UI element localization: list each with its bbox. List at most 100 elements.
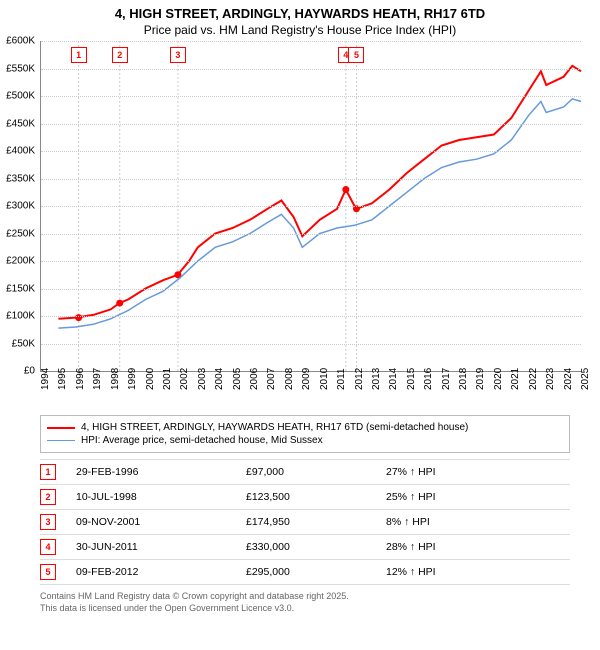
x-axis-label: 2018 [458,368,469,390]
x-axis-label: 2006 [249,368,260,390]
x-axis-label: 2022 [528,368,539,390]
callout-marker: 3 [170,47,186,63]
x-axis-label: 2012 [354,368,365,390]
row-date: 09-NOV-2001 [76,516,246,528]
callout-marker: 5 [348,47,364,63]
gridline [41,261,581,262]
x-axis-label: 2025 [580,368,591,390]
row-pct: 25% ↑ HPI [386,491,436,503]
row-date: 30-JUN-2011 [76,541,246,553]
series-line-price_paid [58,66,581,319]
gridline [41,179,581,180]
y-axis-label: £100K [0,311,35,322]
legend-swatch [47,440,75,441]
legend: 4, HIGH STREET, ARDINGLY, HAYWARDS HEATH… [40,415,570,453]
y-axis-label: £0 [0,366,35,377]
y-axis-label: £550K [0,63,35,74]
chart-subtitle: Price paid vs. HM Land Registry's House … [0,23,600,37]
table-row: 1 29-FEB-1996£97,00027% ↑ HPI [40,459,570,484]
row-marker: 3 [40,514,56,530]
gridline [41,289,581,290]
x-axis-label: 2024 [563,368,574,390]
row-price: £174,950 [246,516,386,528]
footer-line1: Contains HM Land Registry data © Crown c… [40,591,570,603]
x-axis-label: 2020 [493,368,504,390]
gridline [41,344,581,345]
x-axis-label: 2013 [371,368,382,390]
x-axis-label: 1998 [110,368,121,390]
legend-item: 4, HIGH STREET, ARDINGLY, HAYWARDS HEATH… [47,422,563,433]
y-axis-label: £50K [0,338,35,349]
sales-table: 1 29-FEB-1996£97,00027% ↑ HPI 2 10-JUL-1998… [40,459,570,585]
row-pct: 28% ↑ HPI [386,541,436,553]
legend-label: HPI: Average price, semi-detached house,… [81,435,323,446]
gridline [41,234,581,235]
footer-line2: This data is licensed under the Open Gov… [40,603,570,615]
gridline [41,151,581,152]
row-marker: 4 [40,539,56,555]
row-date: 29-FEB-1996 [76,466,246,478]
chart-title: 4, HIGH STREET, ARDINGLY, HAYWARDS HEATH… [0,6,600,21]
legend-label: 4, HIGH STREET, ARDINGLY, HAYWARDS HEATH… [81,422,468,433]
x-axis-label: 1997 [92,368,103,390]
y-axis-label: £350K [0,173,35,184]
x-axis-label: 2000 [145,368,156,390]
x-axis-label: 2007 [266,368,277,390]
row-date: 10-JUL-1998 [76,491,246,503]
y-axis-label: £200K [0,256,35,267]
row-marker: 1 [40,464,56,480]
row-marker: 2 [40,489,56,505]
y-axis-label: £600K [0,36,35,47]
table-row: 3 09-NOV-2001£174,9508% ↑ HPI [40,509,570,534]
table-row: 509-FEB-2012£295,00012% ↑ HPI [40,559,570,585]
x-axis-label: 2014 [388,368,399,390]
row-price: £123,500 [246,491,386,503]
x-axis-label: 2008 [284,368,295,390]
x-axis-label: 2019 [475,368,486,390]
table-row: 4 30-JUN-2011£330,00028% ↑ HPI [40,534,570,559]
row-price: £330,000 [246,541,386,553]
y-axis-label: £450K [0,118,35,129]
x-axis-label: 2015 [406,368,417,390]
x-axis-label: 2004 [214,368,225,390]
x-axis-label: 2005 [232,368,243,390]
x-axis-label: 1994 [40,368,51,390]
x-axis-label: 2002 [179,368,190,390]
x-axis-label: 2016 [423,368,434,390]
y-axis-label: £300K [0,201,35,212]
chart-area: 12345 £0£50K£100K£150K£200K£250K£300K£35… [35,41,595,411]
row-price: £295,000 [246,566,386,578]
row-price: £97,000 [246,466,386,478]
callout-marker: 2 [112,47,128,63]
y-axis-label: £500K [0,91,35,102]
x-axis-label: 2011 [336,368,347,390]
x-axis-label: 2001 [162,368,173,390]
gridline [41,96,581,97]
gridline [41,41,581,42]
row-pct: 27% ↑ HPI [386,466,436,478]
y-axis-label: £250K [0,228,35,239]
row-date: 09-FEB-2012 [76,566,246,578]
gridline [41,69,581,70]
gridline [41,124,581,125]
x-axis-label: 1996 [75,368,86,390]
x-axis-label: 2021 [510,368,521,390]
x-axis-label: 2009 [301,368,312,390]
row-marker: 5 [40,564,56,580]
gridline [41,316,581,317]
y-axis-label: £400K [0,146,35,157]
x-axis-label: 1995 [57,368,68,390]
table-row: 2 10-JUL-1998£123,50025% ↑ HPI [40,484,570,509]
row-pct: 8% ↑ HPI [386,516,430,528]
x-axis-label: 2010 [319,368,330,390]
footer-text: Contains HM Land Registry data © Crown c… [40,591,570,614]
x-axis-label: 1999 [127,368,138,390]
x-axis-label: 2023 [545,368,556,390]
legend-item: HPI: Average price, semi-detached house,… [47,435,563,446]
y-axis-label: £150K [0,283,35,294]
chart-header: 4, HIGH STREET, ARDINGLY, HAYWARDS HEATH… [0,0,600,41]
x-axis-label: 2017 [441,368,452,390]
gridline [41,206,581,207]
callout-marker: 1 [71,47,87,63]
legend-swatch [47,427,75,429]
